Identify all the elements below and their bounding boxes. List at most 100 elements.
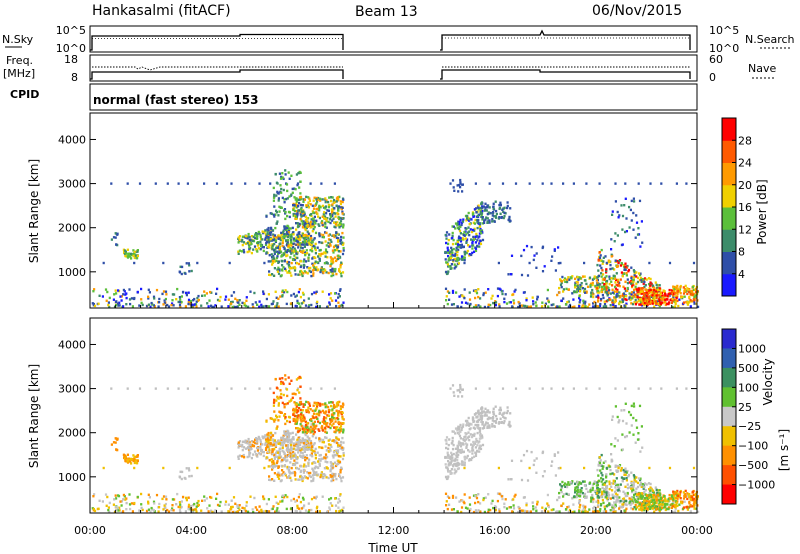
velocity-cell [341, 446, 344, 449]
power-cell [275, 222, 278, 225]
velocity-cell [177, 387, 180, 390]
velocity-cell [208, 504, 211, 507]
colorbar-tick-label: 12 [738, 223, 752, 236]
velocity-cell [314, 465, 317, 468]
power-cell [328, 293, 331, 296]
power-cell [331, 211, 334, 214]
power-cell [318, 216, 321, 220]
power-cell [295, 228, 298, 231]
velocity-cell [297, 436, 300, 440]
velocity-cell [165, 498, 168, 501]
power-cell [638, 296, 641, 299]
velocity-cell [322, 419, 326, 423]
velocity-cell [275, 461, 279, 465]
velocity-cell [280, 396, 283, 399]
velocity-cell [147, 502, 150, 505]
power-cell [244, 182, 247, 185]
velocity-cell [171, 507, 174, 510]
power-cell [581, 275, 585, 278]
power-cell [628, 296, 631, 299]
power-cell [459, 185, 462, 189]
power-cell [271, 246, 274, 249]
power-cell [252, 248, 255, 251]
velocity-cell [147, 500, 150, 503]
power-cell [327, 205, 330, 209]
velocity-cell [637, 387, 640, 390]
power-cell [288, 249, 291, 252]
velocity-cell [106, 495, 109, 499]
velocity-cell [274, 465, 277, 468]
power-cell [456, 305, 459, 308]
power-cell [546, 297, 549, 300]
velocity-cell [465, 446, 468, 449]
power-cell [694, 294, 697, 297]
velocity-cell [279, 389, 282, 392]
power-cell [337, 209, 340, 212]
velocity-cell [140, 492, 143, 496]
power-cell [306, 230, 309, 233]
velocity-cell [335, 441, 338, 445]
power-cell [488, 206, 491, 209]
power-cell [459, 237, 462, 240]
power-cell [133, 255, 136, 258]
power-cell [617, 278, 620, 282]
velocity-cell [338, 475, 342, 478]
power-cell [192, 303, 195, 307]
power-cell [338, 223, 341, 226]
power-cell [104, 288, 108, 291]
velocity-cell [528, 466, 531, 470]
power-cell [288, 211, 291, 214]
power-cell [655, 290, 658, 293]
power-cell [472, 289, 476, 292]
velocity-cell [309, 475, 312, 479]
power-cell [290, 252, 293, 255]
power-cell [313, 247, 317, 250]
velocity-cell [312, 412, 316, 415]
velocity-cell [330, 467, 333, 471]
power-cell [458, 183, 461, 187]
power-cell [558, 286, 561, 290]
velocity-cell [187, 505, 190, 509]
velocity-cell [339, 455, 342, 458]
velocity-cell [281, 401, 284, 405]
velocity-cell [479, 447, 483, 451]
power-cell [259, 240, 262, 243]
power-cell [284, 217, 287, 221]
power-cell [327, 241, 330, 245]
power-cell [573, 290, 576, 293]
velocity-cell [481, 411, 484, 414]
velocity-cell [284, 440, 287, 443]
power-cell [614, 200, 617, 203]
velocity-cell [583, 466, 586, 470]
power-cell [611, 288, 614, 291]
power-cell [609, 292, 612, 295]
power-cell [332, 273, 335, 277]
velocity-cell [618, 505, 622, 508]
velocity-cell [307, 472, 310, 475]
power-cell [288, 261, 291, 264]
velocity-cell [508, 506, 511, 509]
velocity-cell [316, 466, 319, 469]
velocity-cell [455, 451, 458, 455]
power-cell [341, 243, 345, 246]
velocity-cell [459, 442, 462, 445]
power-cell [163, 299, 166, 302]
velocity-cell [330, 465, 333, 468]
power-cell [247, 243, 251, 246]
power-cell [190, 303, 193, 306]
power-cell [461, 237, 464, 240]
power-cell [309, 234, 313, 238]
power-cell [242, 248, 245, 252]
power-cell [647, 289, 650, 292]
power-cell [691, 293, 695, 296]
velocity-cell [531, 501, 534, 504]
power-cell [612, 305, 615, 309]
power-cell [283, 236, 286, 240]
velocity-cell [290, 466, 293, 470]
power-cell [611, 267, 614, 270]
power-cell [280, 237, 283, 240]
velocity-cell [241, 506, 244, 510]
power-cell [451, 251, 454, 254]
velocity-cell [332, 451, 336, 454]
power-cell [448, 265, 451, 268]
